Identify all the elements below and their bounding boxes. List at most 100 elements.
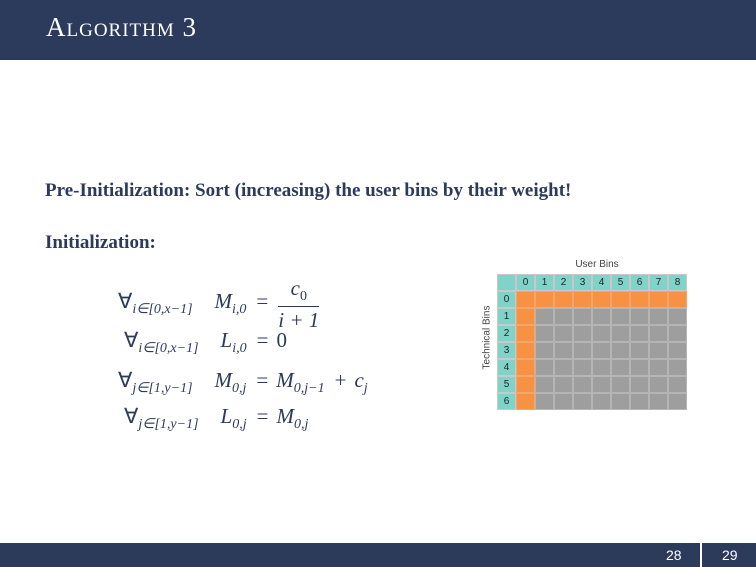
grid-column-header: 6 (630, 274, 649, 291)
grid-init-cell (554, 291, 573, 308)
quantifier-range: j∈[1,y−1] (132, 381, 193, 396)
technical-bins-axis-label: Technical Bins (481, 305, 493, 370)
grid-init-cell (573, 291, 592, 308)
grid-empty-cell (630, 393, 649, 410)
rhs-value: 0 (276, 328, 287, 352)
grid-empty-cell (611, 359, 630, 376)
grid-init-cell (516, 308, 535, 325)
grid-init-cell (611, 291, 630, 308)
grid-empty-cell (592, 308, 611, 325)
grid-empty-cell (611, 376, 630, 393)
initialization-heading: Initialization: (45, 232, 156, 253)
grid-row-header: 1 (497, 308, 516, 325)
lhs-subscript: 0,j (232, 381, 247, 396)
grid-empty-cell (668, 342, 687, 359)
grid-empty-cell (668, 325, 687, 342)
grid-init-cell (592, 291, 611, 308)
grid-empty-cell (535, 359, 554, 376)
grid-empty-cell (535, 325, 554, 342)
grid-empty-cell (611, 393, 630, 410)
rhs-subscript: 0,j−1 (293, 381, 325, 396)
grid-empty-cell (630, 342, 649, 359)
grid-empty-cell (554, 393, 573, 410)
forall-symbol: ∀ (118, 368, 133, 392)
grid-init-cell (516, 393, 535, 410)
equation-3: ∀j∈[1,y−1] M0,j = M0,j−1 + cj (118, 368, 368, 397)
equals-sign: = (256, 368, 269, 392)
lhs-symbol: M (214, 289, 233, 314)
grid-column-header: 8 (668, 274, 687, 291)
lhs-subscript: i,0 (232, 302, 247, 318)
lhs-symbol: L (220, 404, 233, 428)
grid-row-header: 6 (497, 393, 516, 410)
grid-column-header: 0 (516, 274, 535, 291)
rhs-subscript: 0,j (293, 417, 309, 432)
equals-sign: = (256, 404, 269, 428)
grid-empty-cell (649, 376, 668, 393)
grid-init-cell (516, 376, 535, 393)
equals-sign: = (256, 328, 269, 352)
rhs-symbol: M (276, 368, 294, 392)
grid-column-header: 2 (554, 274, 573, 291)
grid-empty-cell (554, 308, 573, 325)
grid-empty-cell (535, 393, 554, 410)
slide-title: Algorithm 3 (46, 12, 198, 42)
page-number-right: 29 (722, 547, 738, 563)
grid-empty-cell (592, 393, 611, 410)
lhs-symbol: M (214, 368, 233, 392)
grid-column-header: 5 (611, 274, 630, 291)
grid-empty-cell (649, 308, 668, 325)
grid-init-cell (516, 342, 535, 359)
lhs-symbol: L (220, 328, 233, 352)
forall-symbol: ∀ (118, 289, 133, 314)
grid-corner-cell (497, 274, 516, 291)
grid-empty-cell (535, 376, 554, 393)
grid-empty-cell (535, 308, 554, 325)
grid-empty-cell (611, 325, 630, 342)
grid-init-cell (668, 291, 687, 308)
grid-empty-cell (630, 359, 649, 376)
grid-empty-cell (573, 308, 592, 325)
grid-empty-cell (668, 376, 687, 393)
grid-empty-cell (573, 376, 592, 393)
page-number-left: 28 (666, 547, 682, 563)
grid-empty-cell (630, 376, 649, 393)
grid-empty-cell (649, 359, 668, 376)
rhs-cost-symbol: c (354, 368, 364, 392)
fraction: c0 i + 1 (278, 276, 320, 333)
fraction-denominator: i + 1 (278, 307, 319, 333)
grid-row-header: 0 (497, 291, 516, 308)
quantifier-range: i∈[0,x−1] (132, 302, 193, 318)
grid-init-cell (630, 291, 649, 308)
grid-empty-cell (649, 342, 668, 359)
equation-4: ∀j∈[1,y−1] L0,j = M0,j (124, 404, 308, 433)
grid-empty-cell (573, 359, 592, 376)
rhs-cost-subscript: j (363, 381, 368, 396)
rhs-symbol: M (276, 404, 294, 428)
grid-empty-cell (668, 393, 687, 410)
lhs-subscript: i,0 (232, 341, 247, 356)
equation-2: ∀i∈[0,x−1] Li,0 = 0 (124, 328, 287, 357)
grid-empty-cell (668, 359, 687, 376)
forall-symbol: ∀ (124, 404, 139, 428)
grid-column-header: 4 (592, 274, 611, 291)
quantifier-range: i∈[0,x−1] (138, 341, 199, 356)
plus-sign: + (334, 368, 347, 392)
grid-init-cell (516, 325, 535, 342)
grid-row-header: 5 (497, 376, 516, 393)
quantifier-range: j∈[1,y−1] (138, 417, 199, 432)
grid-empty-cell (649, 393, 668, 410)
footer-divider (700, 543, 702, 567)
grid-row-header: 4 (497, 359, 516, 376)
grid-empty-cell (554, 325, 573, 342)
grid-column-header: 3 (573, 274, 592, 291)
grid-empty-cell (668, 308, 687, 325)
grid-column-header: 7 (649, 274, 668, 291)
grid-empty-cell (592, 376, 611, 393)
pre-initialization-text: Pre-Initialization: Sort (increasing) th… (45, 180, 572, 201)
numerator-subscript: 0 (299, 289, 307, 304)
grid-init-cell (535, 291, 554, 308)
denominator-text: i + 1 (278, 308, 320, 332)
grid-init-cell (516, 359, 535, 376)
